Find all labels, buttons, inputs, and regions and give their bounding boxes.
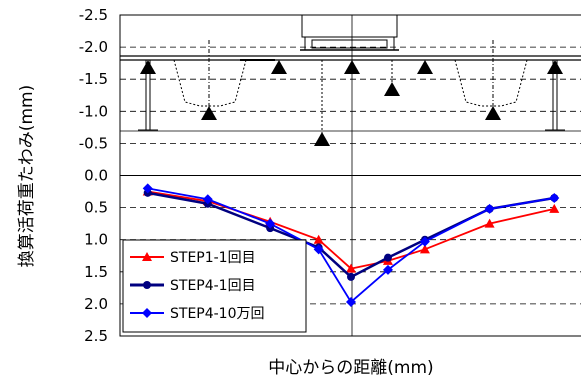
data-point bbox=[202, 194, 213, 205]
y-tick-label: -0.5 bbox=[79, 134, 108, 152]
data-series bbox=[142, 183, 560, 307]
data-point bbox=[419, 236, 430, 247]
y-tick-label: 2.0 bbox=[84, 295, 108, 313]
data-point bbox=[347, 272, 355, 281]
x-axis-label: 中心からの距離(mm) bbox=[268, 358, 433, 378]
data-point bbox=[346, 263, 356, 273]
data-point bbox=[142, 183, 153, 194]
y-tick-label: 1.5 bbox=[84, 263, 108, 281]
y-tick-labels: -2.5 -2.0 -1.5 -1.0 -0.5 0.0 0.5 1.0 1.5 2.0 2.5 bbox=[79, 6, 108, 345]
y-tick-label: -1.5 bbox=[79, 70, 108, 88]
y-tick-label: 0.5 bbox=[84, 199, 108, 217]
data-point bbox=[383, 253, 392, 262]
legend-label-step4-1: STEP4-1回目 bbox=[170, 278, 256, 294]
legend-marker-step4-1 bbox=[143, 281, 151, 289]
data-point bbox=[346, 296, 356, 307]
data-point bbox=[265, 218, 276, 229]
data-point bbox=[549, 192, 560, 203]
legend-label-step1-1: STEP1-1回目 bbox=[170, 250, 256, 266]
y-tick-label: -2.0 bbox=[79, 38, 108, 56]
legend: STEP1-1回目 STEP4-1回目 STEP4-10万回 bbox=[122, 239, 307, 333]
y-tick-label: -1.0 bbox=[79, 102, 108, 120]
legend-marker-step1-1 bbox=[142, 252, 152, 261]
data-point bbox=[313, 234, 324, 244]
legend-label-step4-10man: STEP4-10万回 bbox=[170, 306, 265, 322]
y-tick-label: 0.0 bbox=[84, 167, 108, 185]
y-tick-label: 1.0 bbox=[84, 231, 108, 249]
legend-marker-step4-10man bbox=[142, 308, 152, 318]
data-point bbox=[419, 244, 430, 254]
y-tick-label: 2.5 bbox=[84, 327, 108, 345]
data-point bbox=[549, 203, 560, 213]
gauge-markers bbox=[140, 60, 563, 146]
data-point bbox=[484, 218, 495, 228]
y-axis-label: 換算活荷重たわみ(mm) bbox=[17, 85, 37, 267]
y-tick-label: -2.5 bbox=[79, 6, 108, 24]
data-point bbox=[484, 203, 495, 214]
data-point bbox=[382, 264, 393, 275]
data-point bbox=[313, 244, 324, 255]
